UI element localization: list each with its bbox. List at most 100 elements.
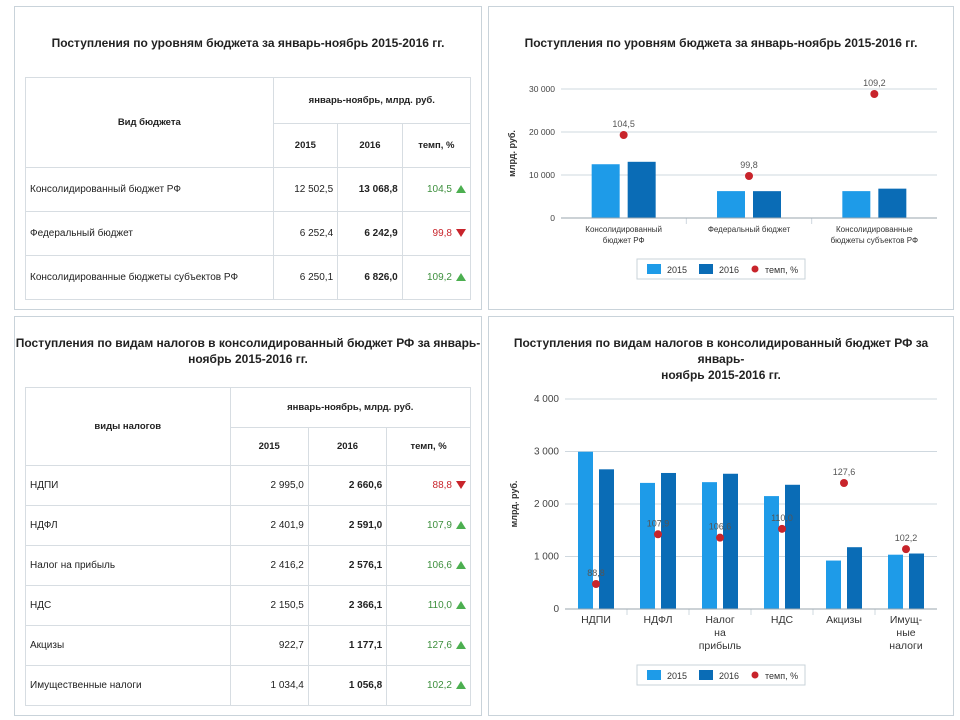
legend-label: 2015 <box>667 265 687 275</box>
rate-point <box>654 530 662 539</box>
y-tick-label: 10 000 <box>529 170 555 180</box>
tax-table-panel: Поступления по видам налогов в консолиди… <box>14 316 482 716</box>
trend-down-icon <box>456 229 466 238</box>
x-tick-label: прибыль <box>699 640 742 652</box>
value-2016: 1 056,8 <box>307 665 388 706</box>
tax-table-title: Поступления по видам налогов в консолиди… <box>15 335 481 367</box>
value-2016: 2 591,0 <box>307 505 388 546</box>
bar-2015 <box>717 191 745 218</box>
rate-cell: 107,9 <box>386 505 471 546</box>
table-row: Консолидированные бюджеты субъектов РФ 6… <box>25 255 472 300</box>
bar-2015 <box>578 451 593 609</box>
budget-table-group-header: январь-ноябрь, млрд. руб. <box>272 77 472 124</box>
trend-up-icon <box>456 521 466 530</box>
rate-cell: 127,6 <box>386 625 471 666</box>
y-tick-label: 0 <box>550 213 555 223</box>
row-label: Федеральный бюджет <box>25 211 274 256</box>
x-tick-label: НДФЛ <box>644 614 673 626</box>
bar-2016 <box>785 484 800 609</box>
bar-2015 <box>842 191 871 218</box>
budget-col-rate: темп, % <box>401 123 472 168</box>
bar-2015 <box>888 554 903 609</box>
rate-cell: 109,2 <box>401 255 472 300</box>
y-tick-label: 1 000 <box>534 552 559 563</box>
rate-label: 107,9 <box>647 518 670 528</box>
legend-label: темп, % <box>765 265 798 275</box>
value-2016: 2 660,6 <box>307 465 388 506</box>
row-label: Акцизы <box>25 625 231 666</box>
rate-label: 106,6 <box>709 522 732 532</box>
value-2016: 2 366,1 <box>307 585 388 626</box>
trend-up-icon <box>456 561 466 570</box>
x-tick-label: Имущ- <box>890 614 923 626</box>
trend-up-icon <box>456 601 466 610</box>
rate-cell: 102,2 <box>386 665 471 706</box>
table-row: НДФЛ 2 401,9 2 591,0 107,9 <box>25 505 471 546</box>
y-tick-label: 30 000 <box>529 84 555 94</box>
bar-2015 <box>640 482 655 609</box>
tax-col-2015: 2015 <box>229 427 309 466</box>
row-label: Консолидированные бюджеты субъектов РФ <box>25 255 274 300</box>
legend-box <box>636 258 806 280</box>
value-2015: 12 502,5 <box>272 167 339 212</box>
rate-point <box>592 580 600 588</box>
x-tick-label: бюджет РФ <box>603 236 645 245</box>
value-2015: 2 416,2 <box>229 545 309 586</box>
rate-point <box>716 533 724 542</box>
bar-2015 <box>826 560 841 609</box>
value-2016: 1 177,1 <box>307 625 388 666</box>
budget-col-2016: 2016 <box>337 123 403 168</box>
bar-2016 <box>627 161 656 218</box>
trend-up-icon <box>456 185 466 194</box>
trend-up-icon <box>456 641 466 650</box>
rate-cell: 88,8 <box>386 465 471 506</box>
rate-point <box>840 479 848 487</box>
budget-col-2015: 2015 <box>272 123 339 168</box>
row-label: Налог на прибыль <box>25 545 231 586</box>
x-tick-label: НДПИ <box>581 614 611 626</box>
bar-2016 <box>753 191 781 218</box>
value-2016: 6 826,0 <box>337 255 403 300</box>
rate-point <box>870 90 879 98</box>
legend-swatch <box>751 671 759 679</box>
rate-value: 88,8 <box>432 480 452 491</box>
budget-chart: 0 10 000 20 000 30 000 млрд. руб. Консолидиро… <box>507 78 937 280</box>
rate-label: 99,8 <box>740 160 758 170</box>
x-tick-label: Налог <box>705 614 735 626</box>
budget-chart-title: Поступления по уровням бюджета за январь… <box>524 36 918 50</box>
x-tick-label: на <box>714 627 726 639</box>
rate-cell: 99,8 <box>401 211 472 256</box>
rate-label: 88,8 <box>587 568 605 578</box>
rate-cell: 104,5 <box>401 167 472 212</box>
value-2015: 2 401,9 <box>229 505 309 546</box>
rate-cell: 110,0 <box>386 585 471 626</box>
budget-table-title: Поступления по уровням бюджета за январь… <box>51 36 445 50</box>
budget-table-row-header: Вид бюджета <box>25 77 274 168</box>
tax-chart-panel: Поступления по видам налогов в консолиди… <box>488 316 954 716</box>
value-2015: 1 034,4 <box>229 665 309 706</box>
y-axis-label: млрд. руб. <box>507 130 517 177</box>
tax-col-rate: темп, % <box>386 427 471 466</box>
legend-label: темп, % <box>765 671 798 681</box>
value-2015: 6 250,1 <box>272 255 339 300</box>
budget-table: Вид бюджета январь-ноябрь, млрд. руб. 20… <box>25 77 472 300</box>
legend-label: 2015 <box>667 671 687 681</box>
bar-2016 <box>599 469 614 609</box>
value-2015: 6 252,4 <box>272 211 339 256</box>
legend-swatch <box>647 670 661 680</box>
bar-2015 <box>702 482 717 609</box>
value-2015: 2 150,5 <box>229 585 309 626</box>
y-tick-label: 3 000 <box>534 447 559 458</box>
rate-value: 109,2 <box>426 272 452 283</box>
legend-box <box>636 664 806 686</box>
trend-down-icon <box>456 481 466 490</box>
row-label: НДС <box>25 585 231 626</box>
table-row: Налог на прибыль 2 416,2 2 576,1 106,6 <box>25 545 471 586</box>
legend-swatch <box>699 264 713 274</box>
row-label: НДПИ <box>25 465 231 506</box>
tax-chart-title: Поступления по видам налогов в консолиди… <box>489 335 953 383</box>
row-label: НДФЛ <box>25 505 231 546</box>
table-row: Имущественные налоги 1 034,4 1 056,8 102… <box>25 665 471 706</box>
x-tick-label: Консолидированные <box>836 225 913 234</box>
legend-label: 2016 <box>719 671 739 681</box>
